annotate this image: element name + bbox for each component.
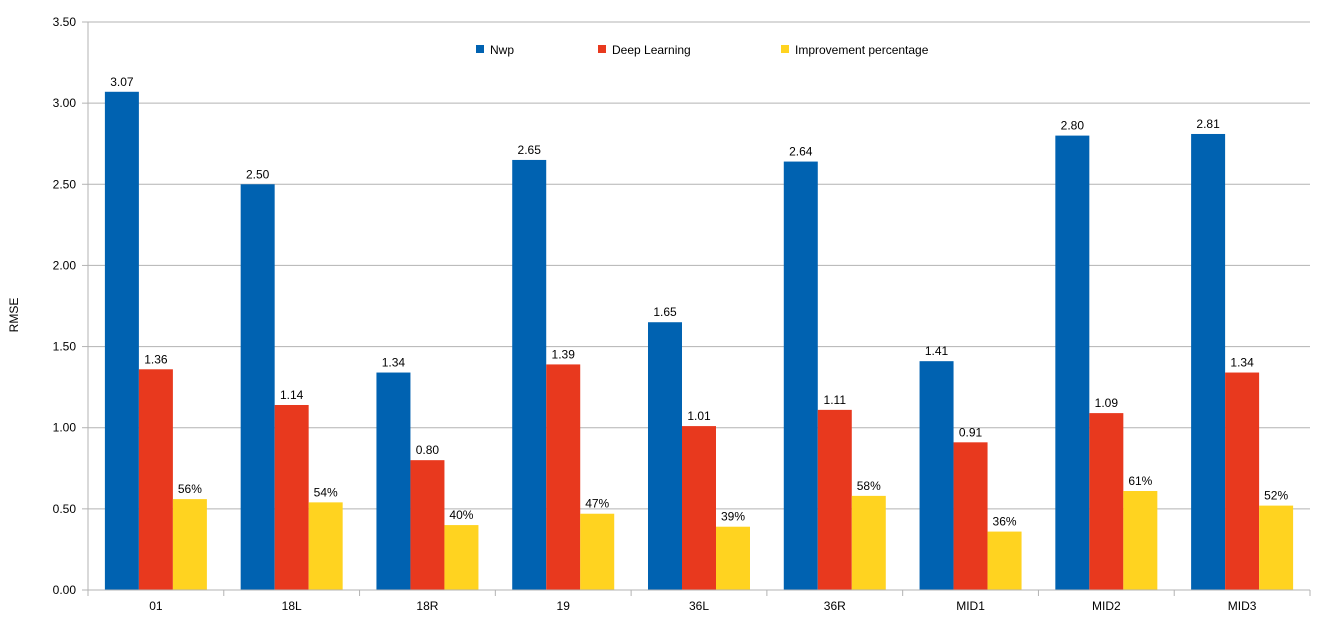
data-label: 39% xyxy=(721,510,745,524)
legend-label: Nwp xyxy=(490,43,514,57)
y-tick-label: 2.50 xyxy=(53,177,77,191)
data-label: 2.50 xyxy=(246,167,270,181)
y-tick-label: 1.00 xyxy=(53,421,77,435)
bars xyxy=(104,91,1294,591)
legend-label: Deep Learning xyxy=(612,43,691,57)
legend: Nwp Deep Learning Improvement percentage xyxy=(476,43,929,57)
x-tick-label: MID1 xyxy=(956,599,985,613)
bar-nwp xyxy=(919,361,954,590)
y-tick-label: 0.50 xyxy=(53,502,77,516)
data-label: 1.41 xyxy=(925,344,949,358)
data-label: 2.80 xyxy=(1061,119,1085,133)
data-label: 61% xyxy=(1128,474,1152,488)
data-label: 3.07 xyxy=(110,75,134,89)
bar-deep-learning xyxy=(682,426,716,590)
data-label: 2.65 xyxy=(518,143,542,157)
bar-deep-learning xyxy=(1089,413,1124,590)
bar-improvement-percentage xyxy=(308,502,343,590)
bar-nwp xyxy=(1055,135,1090,590)
data-label: 58% xyxy=(857,479,881,493)
x-tick-label: MID2 xyxy=(1092,599,1121,613)
data-label: 1.65 xyxy=(653,305,677,319)
data-label: 2.81 xyxy=(1196,117,1220,131)
bar-improvement-percentage xyxy=(1259,505,1294,590)
y-tick-label: 3.00 xyxy=(53,96,77,110)
data-label: 0.80 xyxy=(416,443,440,457)
bar-deep-learning xyxy=(953,442,988,590)
data-label: 36% xyxy=(993,515,1017,529)
bar-nwp xyxy=(648,322,682,590)
data-label: 54% xyxy=(314,485,338,499)
bar-nwp xyxy=(1191,133,1226,590)
legend-label: Improvement percentage xyxy=(795,43,929,57)
data-label: 1.09 xyxy=(1095,396,1119,410)
bar-improvement-percentage xyxy=(716,526,750,590)
data-label: 1.39 xyxy=(552,347,576,361)
x-tick-label: 36R xyxy=(824,599,846,613)
bar-nwp xyxy=(376,372,411,590)
bar-nwp xyxy=(512,159,547,590)
x-tick-label: 19 xyxy=(557,599,571,613)
y-tick-label: 2.00 xyxy=(53,258,77,272)
y-tick-label: 3.50 xyxy=(53,15,77,29)
bar-improvement-percentage xyxy=(851,495,886,590)
axes: 0.00 0.50 1.00 1.50 2.00 2.50 3.00 3.50 01 18L 18R… xyxy=(53,15,1311,613)
legend-swatch xyxy=(781,45,789,53)
bar-improvement-percentage xyxy=(172,499,207,590)
data-label: 1.01 xyxy=(687,409,711,423)
bar-deep-learning xyxy=(274,404,309,590)
x-tick-label: 18R xyxy=(416,599,438,613)
data-label: 52% xyxy=(1264,489,1288,503)
data-label: 1.36 xyxy=(144,352,168,366)
bar-deep-learning xyxy=(1225,372,1260,590)
legend-swatch xyxy=(476,45,484,53)
bar-nwp xyxy=(240,184,275,591)
bar-improvement-percentage xyxy=(1123,491,1158,590)
data-label: 1.34 xyxy=(1230,356,1254,370)
bar-deep-learning xyxy=(546,364,581,590)
data-label: 0.91 xyxy=(959,425,983,439)
data-label: 1.14 xyxy=(280,388,304,402)
bar-improvement-percentage xyxy=(580,513,615,590)
bar-nwp xyxy=(104,91,139,590)
data-label: 1.11 xyxy=(824,393,847,407)
data-label: 47% xyxy=(585,497,609,511)
data-labels: 3.07 1.36 56% 2.50 1.14 54% 1.34 0.80 40% 2.65 1.3… xyxy=(110,75,1288,529)
data-label: 56% xyxy=(178,482,202,496)
x-tick-label: 01 xyxy=(149,599,163,613)
bar-deep-learning xyxy=(138,369,173,590)
x-tick-label: MID3 xyxy=(1228,599,1257,613)
bar-deep-learning xyxy=(410,460,445,590)
bar-improvement-percentage xyxy=(444,525,479,590)
x-tick-label: 36L xyxy=(689,599,709,613)
legend-swatch xyxy=(598,45,606,53)
data-label: 1.34 xyxy=(382,356,406,370)
bar-improvement-percentage xyxy=(987,531,1022,590)
data-label: 2.64 xyxy=(789,145,813,159)
data-label: 40% xyxy=(449,508,473,522)
bar-nwp xyxy=(783,161,818,590)
bar-deep-learning xyxy=(817,409,852,590)
y-tick-label: 1.50 xyxy=(53,340,77,354)
y-tick-label: 0.00 xyxy=(53,583,77,597)
x-tick-label: 18L xyxy=(282,599,302,613)
y-axis-title: RMSE xyxy=(7,298,21,333)
